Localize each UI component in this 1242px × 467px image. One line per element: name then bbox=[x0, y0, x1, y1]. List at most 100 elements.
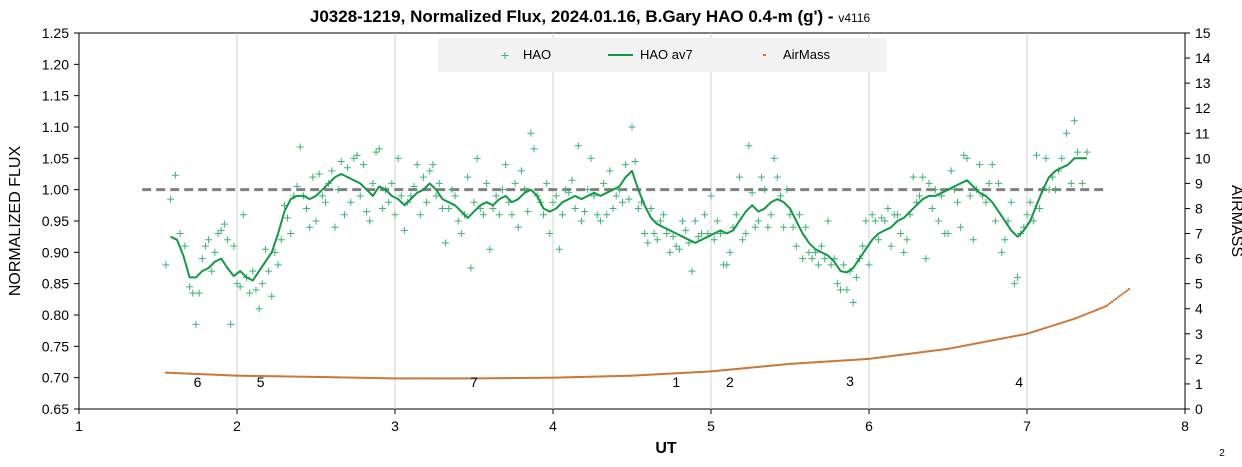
airmass-point bbox=[767, 364, 770, 367]
airmass-point bbox=[189, 372, 192, 375]
hao-point bbox=[735, 173, 743, 181]
airmass-point bbox=[917, 351, 920, 354]
hao-point bbox=[603, 211, 611, 219]
airmass-point bbox=[602, 375, 605, 378]
airmass-point bbox=[1027, 332, 1030, 335]
airmass-point bbox=[1029, 331, 1032, 334]
hao-point bbox=[252, 286, 260, 294]
airmass-point bbox=[345, 376, 348, 379]
airmass-point bbox=[635, 374, 638, 377]
airmass-point bbox=[792, 362, 795, 365]
airmass-point bbox=[365, 376, 368, 379]
hao-point bbox=[562, 186, 570, 194]
hao-point bbox=[600, 179, 608, 187]
hao-point bbox=[944, 230, 952, 238]
airmass-point bbox=[418, 377, 421, 380]
hao-point bbox=[1067, 179, 1075, 187]
airmass-point bbox=[405, 377, 408, 380]
airmass-point bbox=[1019, 333, 1022, 336]
annotation-label: 2 bbox=[726, 374, 734, 390]
hao-point bbox=[337, 157, 345, 165]
hao-point bbox=[1070, 117, 1078, 125]
airmass-point bbox=[356, 376, 359, 379]
airmass-point bbox=[1063, 320, 1066, 323]
hao-point bbox=[284, 214, 292, 222]
airmass-point bbox=[1067, 319, 1070, 322]
hao-point bbox=[176, 230, 184, 238]
airmass-point bbox=[932, 349, 935, 352]
airmass-point bbox=[578, 376, 581, 379]
airmass-point bbox=[892, 354, 895, 357]
hao-point bbox=[318, 192, 326, 200]
airmass-point bbox=[864, 358, 867, 361]
hao-point bbox=[761, 186, 769, 194]
hao-point bbox=[546, 230, 554, 238]
y2-tick-label: 9 bbox=[1195, 175, 1203, 191]
hao-point bbox=[653, 236, 661, 244]
airmass-point bbox=[784, 363, 787, 366]
airmass-point bbox=[502, 377, 505, 380]
hao-point bbox=[331, 223, 339, 231]
x-tick-label: 2 bbox=[233, 418, 241, 434]
y2-tick-label: 5 bbox=[1195, 276, 1203, 292]
hao-point bbox=[217, 226, 225, 234]
y-axis-ticks: 0.65 0.70 0.75 0.80 0.85 0.90 0.95 1.00 1.05 1.10… bbox=[42, 25, 79, 417]
airmass-point bbox=[284, 375, 287, 378]
airmass-point bbox=[1071, 318, 1074, 321]
airmass-point bbox=[640, 374, 643, 377]
airmass-point bbox=[534, 376, 537, 379]
hao-point bbox=[492, 192, 500, 200]
hao-point bbox=[805, 248, 813, 256]
airmass-point bbox=[900, 353, 903, 356]
hao-point bbox=[742, 230, 750, 238]
hao-point bbox=[211, 248, 219, 256]
airmass-point bbox=[1112, 299, 1115, 302]
hao-point bbox=[1063, 129, 1070, 137]
airmass-point bbox=[728, 368, 731, 371]
annotation-label: 7 bbox=[470, 374, 478, 390]
airmass-point bbox=[680, 371, 683, 374]
airmass-point bbox=[305, 375, 308, 378]
airmass-point bbox=[777, 363, 780, 366]
airmass-point bbox=[743, 367, 746, 370]
hao-point bbox=[707, 192, 715, 200]
airmass-point bbox=[729, 368, 732, 371]
airmass-point bbox=[470, 377, 473, 380]
y-axis-title: NORMALIZED FLUX bbox=[7, 146, 24, 297]
airmass-point bbox=[180, 372, 183, 375]
airmass-point bbox=[564, 376, 567, 379]
airmass-point bbox=[403, 377, 406, 380]
hao-point bbox=[227, 320, 235, 328]
airmass-point bbox=[997, 338, 1000, 341]
airmass-point bbox=[343, 376, 346, 379]
airmass-point bbox=[561, 376, 564, 379]
airmass-point bbox=[976, 342, 979, 345]
hao-point bbox=[571, 204, 579, 212]
airmass-point bbox=[491, 377, 494, 380]
y2-tick-label: 1 bbox=[1195, 376, 1203, 392]
hao-point bbox=[739, 236, 747, 244]
airmass-point bbox=[720, 369, 723, 372]
hao-point bbox=[634, 204, 642, 212]
airmass-point bbox=[352, 376, 355, 379]
airmass-point bbox=[953, 346, 956, 349]
airmass-point bbox=[1057, 322, 1060, 325]
airmass-point bbox=[621, 374, 624, 377]
hao-point bbox=[919, 173, 927, 181]
airmass-point bbox=[312, 375, 315, 378]
airmass-point bbox=[1076, 316, 1079, 319]
page-number: 2 bbox=[1219, 448, 1225, 459]
airmass-point bbox=[223, 374, 226, 377]
airmass-point bbox=[589, 375, 592, 378]
airmass-point bbox=[921, 351, 924, 354]
hao-point bbox=[552, 192, 560, 200]
y-tick-label: 0.90 bbox=[42, 244, 69, 260]
hao-point bbox=[423, 198, 431, 206]
airmass-point bbox=[657, 373, 660, 376]
airmass-point bbox=[240, 374, 243, 377]
hao-point bbox=[808, 255, 816, 263]
airmass-point bbox=[263, 375, 266, 378]
airmass-point bbox=[259, 375, 262, 378]
airmass-point bbox=[915, 351, 918, 354]
